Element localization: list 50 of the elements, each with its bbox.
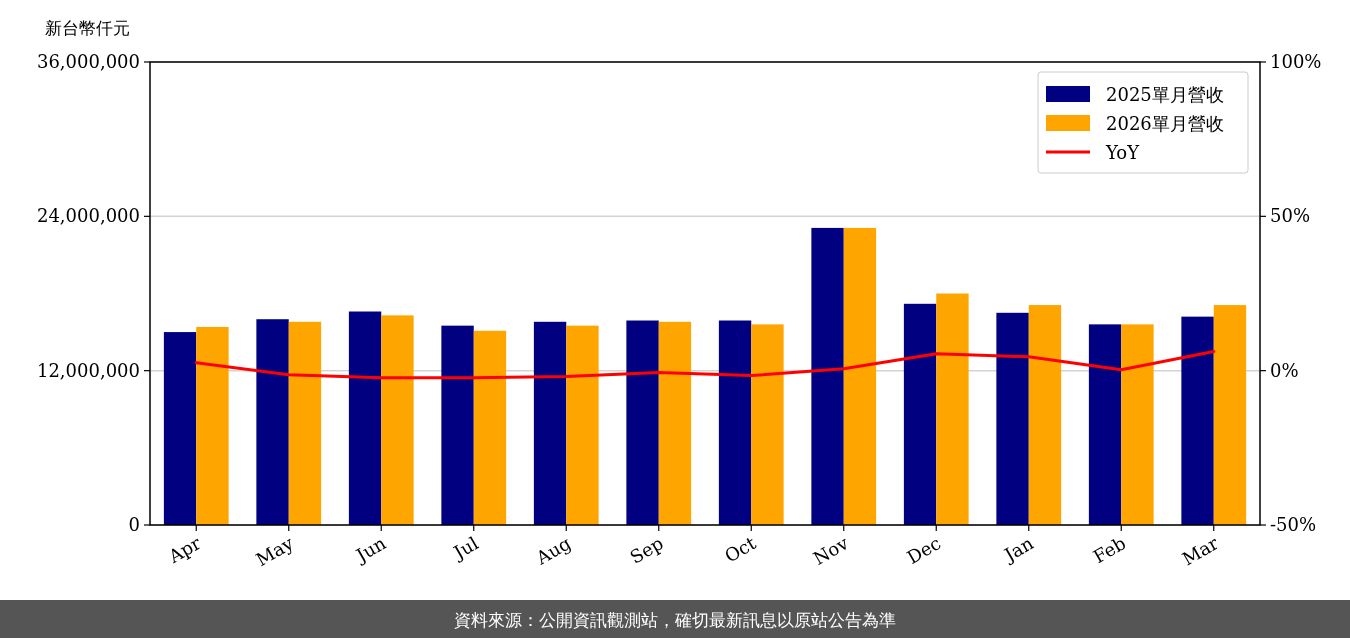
bar — [996, 312, 1029, 525]
x-tick-label: Apr — [164, 532, 205, 568]
bar — [533, 321, 567, 525]
bar — [1121, 324, 1154, 525]
bar — [566, 325, 599, 525]
bar — [473, 330, 507, 525]
bar — [843, 227, 877, 525]
bar — [1181, 316, 1214, 525]
x-tick-label: Jun — [350, 532, 390, 567]
legend-label: 2026單月營收 — [1106, 113, 1224, 134]
bar — [256, 319, 289, 525]
bar — [1028, 305, 1062, 525]
x-tick-label: Mar — [1178, 532, 1223, 570]
bar — [1213, 305, 1247, 525]
y-tick-label: 12,000,000 — [36, 359, 140, 381]
bar — [658, 321, 692, 525]
x-tick-label: Feb — [1089, 532, 1130, 568]
x-tick-label: Dec — [903, 532, 945, 569]
y-tick-label: 0 — [128, 514, 140, 535]
x-tick-label: Sep — [626, 532, 667, 568]
x-tick-label: Jul — [448, 532, 482, 564]
bar — [288, 321, 322, 525]
y-tick-label: 24,000,000 — [36, 205, 140, 227]
bar — [811, 227, 844, 525]
legend-label: YoY — [1105, 142, 1141, 163]
bar — [381, 315, 414, 525]
bar — [196, 326, 229, 525]
y-axis-title: 新台幣仟元 — [45, 18, 130, 38]
bar — [936, 293, 969, 525]
x-tick-label: May — [252, 531, 298, 571]
y-tick-label: 36,000,000 — [36, 51, 140, 72]
line-series — [194, 350, 1216, 380]
bar — [441, 325, 474, 525]
bar — [1088, 324, 1122, 525]
x-tick-label: Jan — [998, 532, 1038, 567]
bar — [903, 303, 937, 525]
y2-tick-label: 100% — [1270, 51, 1322, 72]
bar — [751, 324, 784, 525]
bar — [718, 320, 752, 525]
y2-tick-label: 0% — [1270, 359, 1299, 381]
y2-tick-label: -50% — [1270, 514, 1317, 535]
x-tick-label: Nov — [809, 531, 853, 569]
x-tick-label: Oct — [720, 531, 760, 567]
bar — [626, 320, 659, 525]
bar — [163, 332, 197, 525]
y2-tick-label: 50% — [1270, 205, 1311, 227]
bar — [348, 311, 382, 525]
source-note: 資料來源：公開資訊觀測站，確切最新訊息以原站公告為準 — [454, 610, 896, 630]
x-tick-label: Aug — [531, 532, 575, 570]
legend-label: 2025單月營收 — [1106, 84, 1224, 105]
